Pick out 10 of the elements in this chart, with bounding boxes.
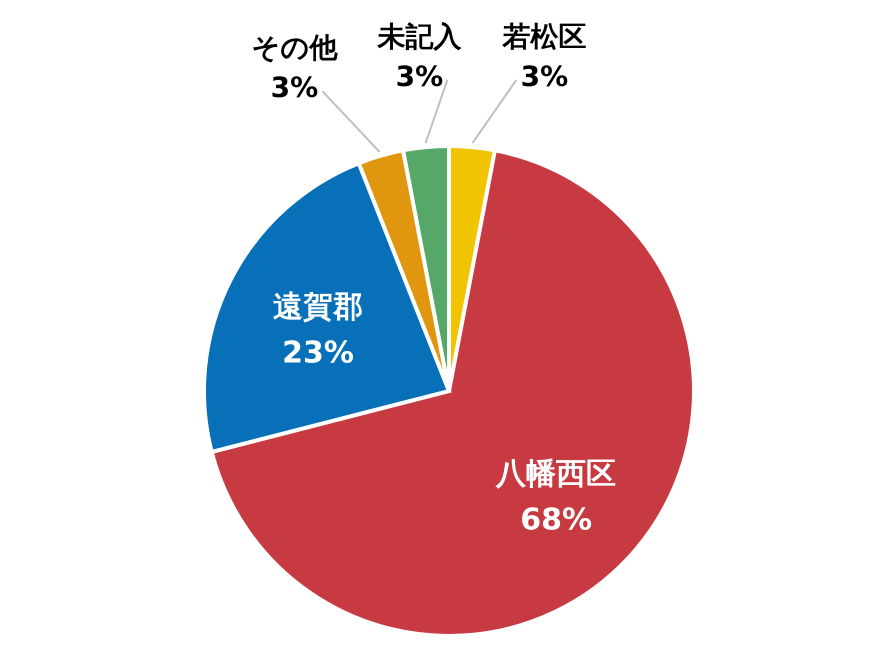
slice-label: 若松区: [501, 20, 586, 53]
data-label: 3%: [396, 60, 444, 93]
data-label: 68%: [520, 502, 592, 538]
slice-label: 未記入: [376, 20, 462, 53]
slice-label: 八幡西区: [495, 456, 616, 492]
data-label: 3%: [270, 71, 318, 104]
slice-label: その他: [251, 31, 338, 64]
data-label: 23%: [282, 335, 354, 370]
slice-label: 遠賀郡: [273, 289, 364, 324]
data-label: 3%: [520, 60, 568, 93]
